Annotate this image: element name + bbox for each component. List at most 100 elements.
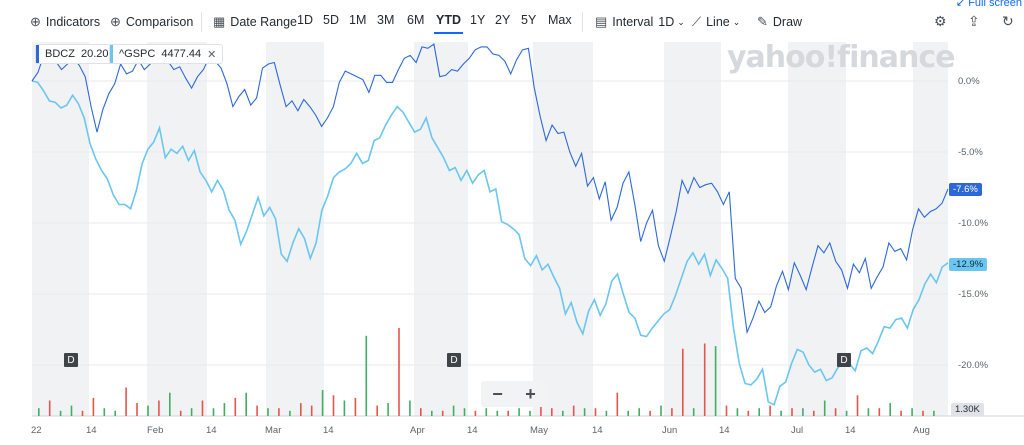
volume-bar xyxy=(823,400,826,416)
range-3m[interactable]: 3M xyxy=(377,13,395,27)
date-range-label: Date Range xyxy=(230,15,298,29)
dividend-flag[interactable]: D xyxy=(64,353,78,367)
pencil-icon: ✎ xyxy=(757,14,768,29)
volume-bar xyxy=(92,397,95,416)
volume-bar xyxy=(70,405,73,416)
comparison-label: Comparison xyxy=(125,15,194,29)
month-band xyxy=(147,42,207,416)
expand-icon: ↙ xyxy=(955,0,969,9)
volume-bar xyxy=(845,410,848,416)
volume-bar xyxy=(911,408,913,416)
x-tick-label: May xyxy=(530,425,548,436)
volume-bar xyxy=(431,410,433,416)
chart-toolbar: ⊕ Indicators ⊕ Comparison ▦ Date Range 1… xyxy=(0,0,1024,42)
month-band xyxy=(788,42,846,416)
y-tick-label: -10.0% xyxy=(958,218,989,229)
volume-bar xyxy=(572,405,575,416)
volume-bar xyxy=(158,400,160,416)
line-chart-icon: ⟋ xyxy=(692,14,702,29)
volume-bar xyxy=(179,410,182,416)
x-tick-label: 14 xyxy=(845,425,856,436)
close-icon[interactable]: ✕ xyxy=(207,48,217,61)
volume-bar xyxy=(398,328,400,416)
interval-value: 1D xyxy=(658,15,675,29)
chart-type-dropdown[interactable]: ⟋ Line ⌄ xyxy=(692,13,740,31)
range-ytd[interactable]: YTD xyxy=(434,13,463,34)
volume-bar xyxy=(627,410,629,416)
date-range-button[interactable]: ▦ Date Range xyxy=(213,13,297,31)
month-band xyxy=(266,42,324,416)
legend-bdcz[interactable]: BDCZ 20.20 xyxy=(36,45,115,63)
legend-gspc[interactable]: ^GSPC 4477.44 ✕ xyxy=(110,45,223,63)
range-5d[interactable]: 5D xyxy=(323,13,339,27)
month-band xyxy=(32,42,89,416)
range-1m[interactable]: 1M xyxy=(349,13,367,27)
month-bands xyxy=(32,42,948,416)
x-tick-label: Feb xyxy=(147,425,164,436)
volume-bar xyxy=(714,346,717,416)
range-2y[interactable]: 2Y xyxy=(495,13,511,27)
month-band xyxy=(913,42,948,416)
volume-bar xyxy=(660,405,662,416)
x-tick-label: Apr xyxy=(410,425,425,436)
volume-bar xyxy=(529,410,531,416)
volume-bar xyxy=(169,392,171,416)
volume-bar xyxy=(485,408,488,416)
volume-bar xyxy=(562,410,564,416)
volume-bar xyxy=(692,408,695,416)
range-5y[interactable]: 5Y xyxy=(521,13,537,27)
range-1d[interactable]: 1D xyxy=(297,13,313,27)
range-6m[interactable]: 6M xyxy=(407,13,425,27)
volume-bar xyxy=(649,410,651,416)
volume-bar xyxy=(420,408,422,416)
indicators-button[interactable]: ⊕ Indicators xyxy=(30,13,100,31)
volume-bar xyxy=(190,408,193,416)
legend-symbol: BDCZ xyxy=(45,48,75,60)
range-max[interactable]: Max xyxy=(548,13,572,27)
dividend-flag[interactable]: D xyxy=(447,353,461,367)
volume-bar xyxy=(136,403,138,416)
volume-bar xyxy=(638,408,640,416)
volume-bar xyxy=(551,408,553,416)
volume-bar xyxy=(813,410,815,416)
volume-bar xyxy=(474,410,477,416)
toolbar-divider xyxy=(201,12,202,32)
volume-bar xyxy=(59,410,62,416)
volume-bar xyxy=(441,410,444,416)
gear-icon[interactable]: ⚙ xyxy=(934,13,947,29)
bdcz-last-value-tag: -7.6% xyxy=(949,183,982,196)
interval-dropdown[interactable]: ▤ Interval 1D ⌄ xyxy=(595,13,685,31)
volume-bar xyxy=(387,403,389,416)
volume-bar xyxy=(802,408,804,416)
volume-bar xyxy=(114,410,116,416)
chevron-down-icon: ⌄ xyxy=(732,16,741,27)
x-tick-label: Mar xyxy=(265,425,282,436)
reset-icon[interactable]: ↻ xyxy=(1002,13,1014,29)
draw-button[interactable]: ✎ Draw xyxy=(757,13,802,31)
volume-bar xyxy=(900,410,902,416)
candles-icon: ▤ xyxy=(595,14,608,29)
volume-bar xyxy=(856,395,859,416)
y-tick-label: 0.0% xyxy=(958,76,980,87)
range-1y[interactable]: 1Y xyxy=(470,13,486,27)
share-icon[interactable]: ⇪ xyxy=(968,13,980,29)
volume-bar xyxy=(310,405,313,416)
volume-bar xyxy=(267,408,269,416)
zoom-in-button[interactable]: + xyxy=(525,383,536,404)
volume-bar xyxy=(671,408,673,416)
volume-bar xyxy=(245,392,247,416)
gspc-last-value-tag: -12.9% xyxy=(949,258,988,271)
x-tick-label: 14 xyxy=(719,425,730,436)
legend-value: 4477.44 xyxy=(161,48,202,60)
volume-bar xyxy=(769,405,771,416)
dividend-flag[interactable]: D xyxy=(837,353,851,367)
fullscreen-link[interactable]: ↙ Full screen xyxy=(956,0,1022,9)
month-band xyxy=(533,42,593,416)
comparison-button[interactable]: ⊕ Comparison xyxy=(110,13,193,31)
x-tick-label: Jun xyxy=(662,425,678,436)
volume-bar xyxy=(758,408,760,416)
volume-bar xyxy=(300,403,302,416)
volume-bar xyxy=(736,408,739,416)
zoom-out-button[interactable]: − xyxy=(492,383,503,404)
